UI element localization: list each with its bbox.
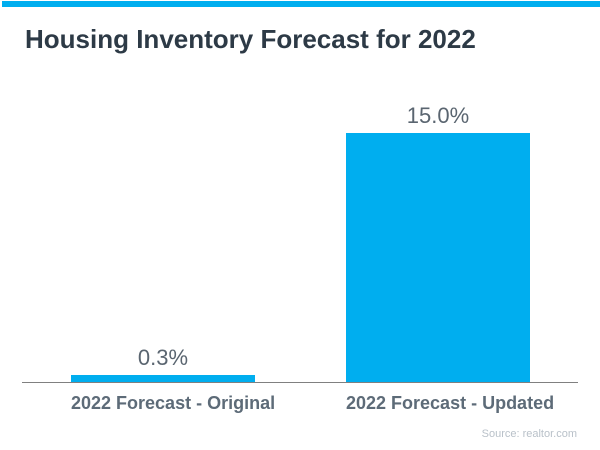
chart-title: Housing Inventory Forecast for 2022	[25, 24, 476, 54]
top-accent-bar	[2, 1, 600, 7]
bar-original	[71, 375, 255, 382]
bar-group-original: 0.3%	[71, 344, 255, 382]
category-label-original: 2022 Forecast - Original	[71, 393, 276, 413]
bar-group-updated: 15.0%	[346, 102, 530, 382]
plot-area: 0.3% 15.0%	[22, 100, 578, 383]
category-label-updated: 2022 Forecast - Updated	[346, 393, 555, 413]
source-attribution: Source: realtor.com	[481, 428, 577, 440]
bar-updated	[346, 133, 530, 382]
value-label-updated: 15.0%	[406, 102, 470, 128]
value-label-original: 0.3%	[137, 344, 189, 370]
